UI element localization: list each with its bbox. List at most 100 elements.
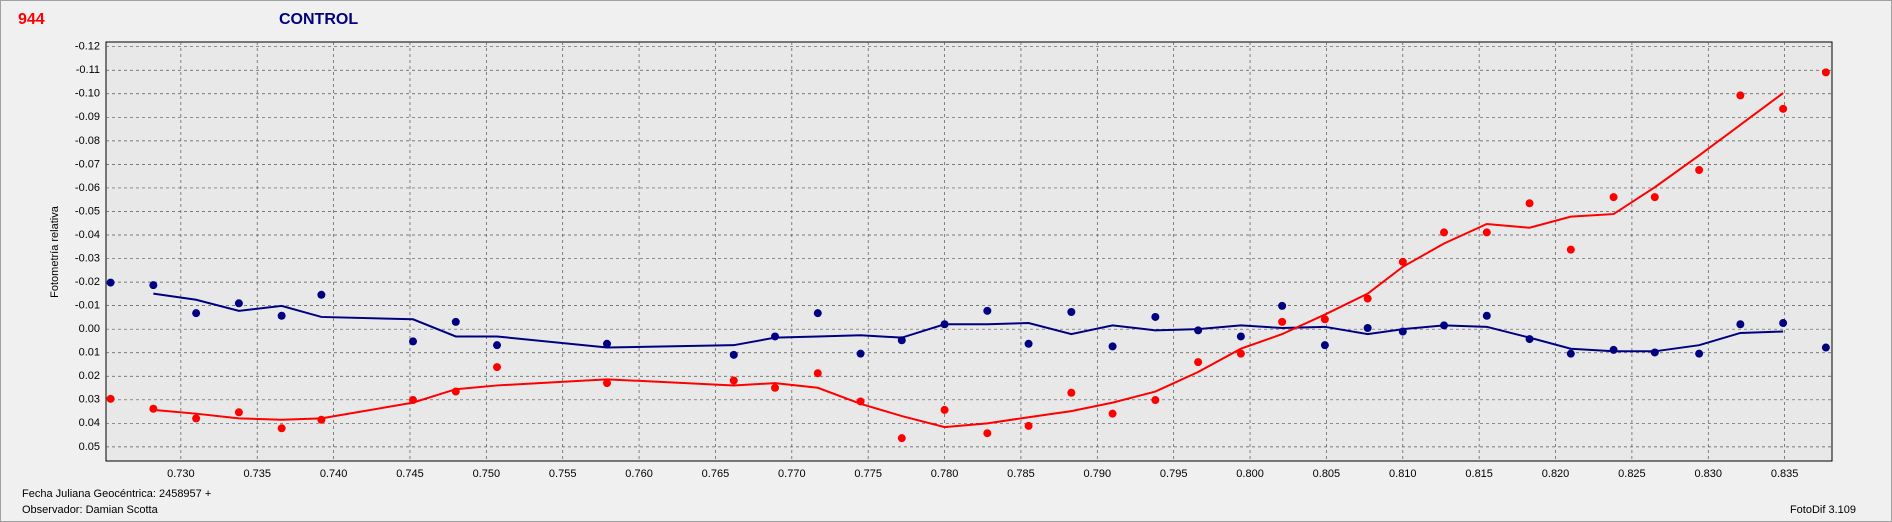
data-point xyxy=(771,383,780,392)
y-tick-label: 0.03 xyxy=(79,394,100,406)
data-point xyxy=(1067,388,1076,397)
x-tick-label: 0.735 xyxy=(243,468,271,480)
x-tick-label: 0.800 xyxy=(1236,468,1264,480)
data-point xyxy=(813,369,822,378)
data-point xyxy=(602,379,611,388)
y-tick-label: 0.04 xyxy=(79,417,100,429)
data-point xyxy=(729,376,738,385)
x-tick-label: 0.790 xyxy=(1084,468,1112,480)
data-point xyxy=(149,404,158,413)
data-point xyxy=(234,408,243,417)
data-point xyxy=(149,281,158,290)
x-tick-label: 0.795 xyxy=(1160,468,1188,480)
data-point xyxy=(1821,343,1830,352)
data-point xyxy=(1398,257,1407,266)
data-point xyxy=(897,434,906,443)
data-point xyxy=(192,309,201,318)
data-point xyxy=(1482,311,1491,320)
data-point xyxy=(1525,199,1534,208)
data-point xyxy=(1320,315,1329,324)
data-point xyxy=(983,306,992,315)
data-point xyxy=(1482,228,1491,237)
data-point xyxy=(1566,349,1575,358)
data-point xyxy=(602,339,611,348)
y-tick-label: -0.05 xyxy=(75,205,100,217)
star-label: 944 xyxy=(18,11,45,28)
data-point xyxy=(983,429,992,438)
data-point xyxy=(1736,91,1745,100)
data-point xyxy=(1278,317,1287,326)
x-tick-label: 0.820 xyxy=(1542,468,1570,480)
x-tick-label: 0.770 xyxy=(778,468,806,480)
data-point xyxy=(729,350,738,359)
data-point xyxy=(1108,409,1117,418)
y-tick-label: -0.04 xyxy=(75,229,100,241)
data-point xyxy=(493,363,502,372)
data-point xyxy=(1566,245,1575,254)
data-point xyxy=(1151,396,1160,405)
y-tick-label: -0.11 xyxy=(76,64,100,76)
data-point xyxy=(1024,339,1033,348)
data-point xyxy=(493,341,502,350)
y-tick-label: 0.00 xyxy=(79,323,100,335)
x-tick-label: 0.815 xyxy=(1465,468,1493,480)
data-point xyxy=(192,414,201,423)
x-tick-label: 0.810 xyxy=(1389,468,1417,480)
data-point xyxy=(277,311,286,320)
data-point xyxy=(1779,104,1788,113)
smoothed-line xyxy=(153,292,1784,353)
y-tick-label: -0.12 xyxy=(75,41,100,53)
data-point xyxy=(1695,166,1704,175)
data-point xyxy=(771,332,780,341)
x-tick-label: 0.835 xyxy=(1771,468,1799,480)
data-point xyxy=(1695,349,1704,358)
data-point xyxy=(856,349,865,358)
data-point xyxy=(1024,421,1033,430)
data-point xyxy=(1278,301,1287,310)
data-point xyxy=(1236,332,1245,341)
y-tick-label: 0.01 xyxy=(79,347,100,359)
data-point xyxy=(1821,68,1830,77)
data-point xyxy=(1609,193,1618,202)
chart-title: CONTROL xyxy=(279,11,358,28)
data-point xyxy=(1609,345,1618,354)
data-point xyxy=(1194,358,1203,367)
x-tick-label: 0.730 xyxy=(167,468,195,480)
footer-text: Observador: Damian Scotta xyxy=(22,504,159,516)
y-tick-label: -0.06 xyxy=(75,182,100,194)
footer-text: Fecha Juliana Geocéntrica: 2458957 + xyxy=(22,488,211,500)
data-point xyxy=(940,405,949,414)
data-point xyxy=(1779,319,1788,328)
data-point xyxy=(451,317,460,326)
data-point xyxy=(1440,228,1449,237)
data-point xyxy=(106,278,115,287)
y-tick-label: -0.01 xyxy=(75,300,100,312)
data-point xyxy=(1650,348,1659,357)
y-tick-label: -0.09 xyxy=(75,111,100,123)
data-point xyxy=(1363,294,1372,303)
y-tick-label: -0.08 xyxy=(75,135,100,147)
x-tick-label: 0.825 xyxy=(1618,468,1646,480)
data-point xyxy=(1320,341,1329,350)
x-tick-label: 0.765 xyxy=(702,468,730,480)
x-tick-label: 0.740 xyxy=(320,468,348,480)
data-point xyxy=(234,299,243,308)
y-tick-label: -0.10 xyxy=(75,88,100,100)
data-point xyxy=(409,337,418,346)
data-point xyxy=(1363,324,1372,333)
data-point xyxy=(1067,307,1076,316)
data-point xyxy=(1108,342,1117,351)
data-point xyxy=(1194,326,1203,335)
x-tick-label: 0.745 xyxy=(396,468,424,480)
data-point xyxy=(1650,193,1659,202)
y-tick-label: 0.05 xyxy=(79,441,100,453)
y-tick-label: -0.03 xyxy=(75,252,100,264)
plot-area xyxy=(105,41,1833,462)
y-tick-label: -0.07 xyxy=(75,158,100,170)
x-tick-label: 0.755 xyxy=(549,468,577,480)
data-point xyxy=(1151,312,1160,321)
x-tick-label: 0.830 xyxy=(1695,468,1723,480)
x-tick-label: 0.750 xyxy=(473,468,501,480)
footer-text: FotoDif 3.109 xyxy=(1790,504,1856,516)
